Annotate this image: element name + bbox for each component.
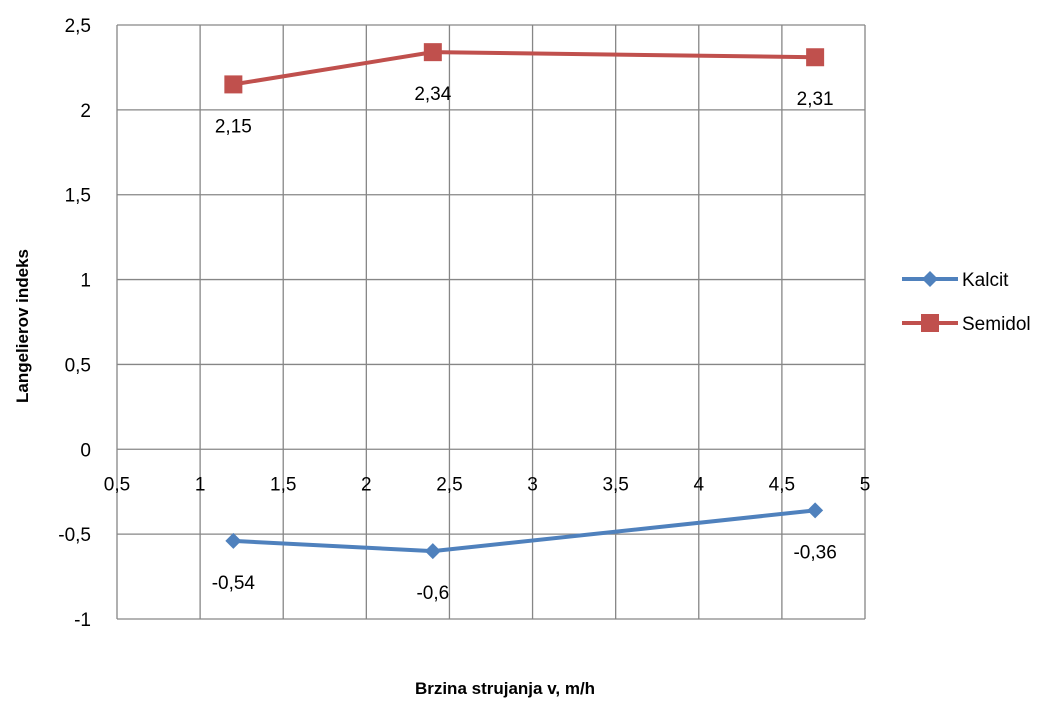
data-labels: -0,54 -0,6 -0,36 2,15 2,34 2,31 <box>212 84 837 604</box>
kalcit-data-label: -0,6 <box>416 583 449 604</box>
y-tick-label: -0,5 <box>58 525 91 546</box>
y-tick-label: 1 <box>80 271 91 292</box>
x-tick-label: 3,5 <box>602 474 628 495</box>
legend-marker <box>921 314 939 332</box>
x-tick-label: 2 <box>361 474 372 495</box>
grid <box>116 24 866 620</box>
kalcit-data-label: -0,36 <box>793 542 836 563</box>
kalcit-line <box>233 508 816 554</box>
x-tick-labels: 0,5 1 1,5 2 2,5 3 3,5 4 4,5 5 <box>104 474 871 495</box>
x-tick-label: 1 <box>195 474 206 495</box>
y-tick-label: 0,5 <box>65 355 91 376</box>
y-tick-label: -1 <box>74 610 91 631</box>
kalcit-point <box>807 502 824 519</box>
x-axis-title: Brzina strujanja v, m/h <box>415 679 595 698</box>
semidol-point <box>423 43 442 62</box>
semidol-point <box>806 48 825 67</box>
y-tick-labels: 2,5 2 1,5 1 0,5 0 -0,5 -1 <box>58 16 91 631</box>
series-semidol <box>224 43 825 94</box>
x-tick-label: 0,5 <box>104 474 130 495</box>
y-tick-label: 2 <box>80 101 91 122</box>
kalcit-point <box>424 543 441 560</box>
kalcit-data-label: -0,54 <box>212 573 256 594</box>
semidol-data-label: 2,34 <box>414 84 451 105</box>
x-tick-label: 5 <box>860 474 871 495</box>
series-kalcit <box>225 502 824 560</box>
x-tick-label: 1,5 <box>270 474 296 495</box>
y-axis-title: Langelierov indeks <box>13 249 32 403</box>
legend-item-semidol: Semidol <box>902 314 1031 335</box>
semidol-line <box>233 50 816 87</box>
semidol-data-label: 2,15 <box>215 116 252 137</box>
x-tick-label: 3 <box>527 474 538 495</box>
legend: Kalcit Semidol <box>902 270 1031 335</box>
x-tick-label: 4,5 <box>769 474 795 495</box>
semidol-point <box>224 75 243 94</box>
legend-label: Kalcit <box>962 270 1009 291</box>
y-tick-label: 0 <box>80 440 91 461</box>
semidol-data-label: 2,31 <box>797 89 834 110</box>
kalcit-point <box>225 532 242 549</box>
x-tick-label: 4 <box>693 474 704 495</box>
legend-label: Semidol <box>962 314 1031 335</box>
x-tick-label: 2,5 <box>436 474 462 495</box>
legend-marker <box>922 271 938 287</box>
y-tick-label: 2,5 <box>65 16 91 37</box>
legend-item-kalcit: Kalcit <box>902 270 1009 291</box>
series <box>224 43 825 560</box>
y-tick-label: 1,5 <box>65 186 91 207</box>
